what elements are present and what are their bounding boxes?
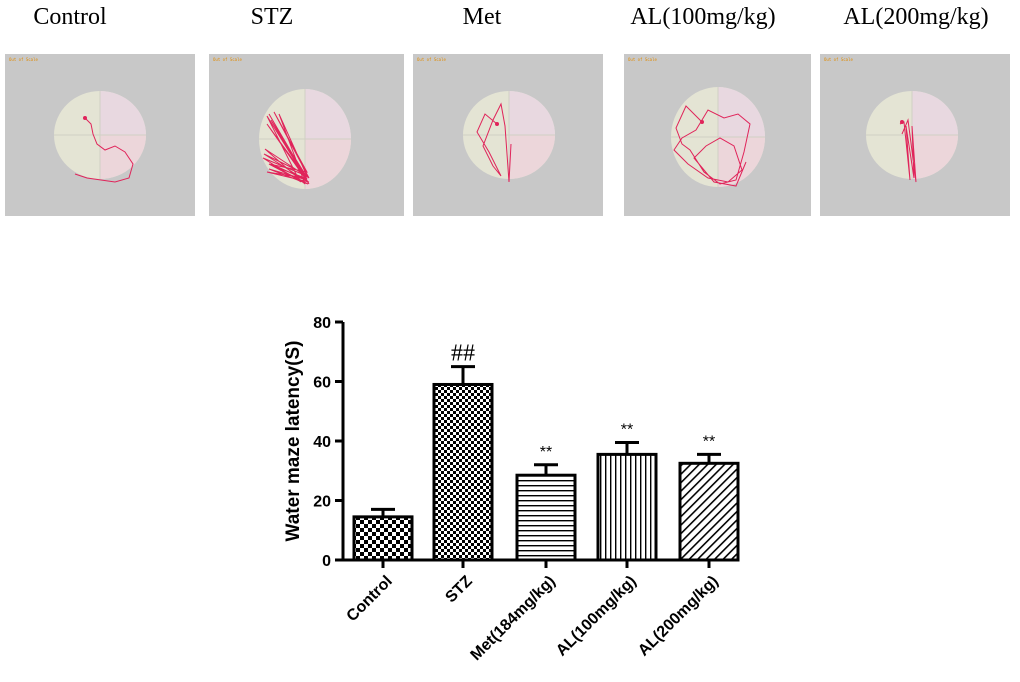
bar (432, 382, 494, 562)
panel-caption: Out of Scale (9, 57, 38, 62)
x-tick-label: AL(100mg/kg) (553, 573, 640, 660)
panel-label: STZ (250, 4, 294, 30)
track-image-stz: Out of Scale (209, 54, 404, 216)
panel-label: AL(200mg/kg) (843, 4, 989, 30)
significance-label: ## (451, 341, 475, 367)
panel-caption: Out of Scale (417, 57, 446, 62)
bar (352, 515, 414, 562)
x-tick-label: AL(200mg/kg) (635, 573, 722, 660)
y-tick-label: 40 (313, 434, 331, 451)
panel-caption: Out of Scale (628, 57, 657, 62)
x-tick-label: Control (344, 573, 396, 625)
bar (515, 473, 577, 562)
track-image-al100: Out of Scale (624, 54, 811, 216)
y-tick-label: 80 (313, 315, 331, 332)
y-tick-label: 60 (313, 375, 331, 392)
panel-label: Met (462, 4, 502, 30)
bar (678, 461, 740, 562)
panel-label: Control (33, 4, 107, 30)
bar (596, 452, 658, 562)
track-image-met: Out of Scale (413, 54, 603, 216)
panel-caption: Out of Scale (213, 57, 242, 62)
swim-path-al200 (866, 91, 958, 183)
track-image-control: Out of Scale (5, 54, 195, 216)
significance-label: ** (540, 444, 552, 461)
swim-path-al100 (671, 87, 765, 187)
swim-path-control (54, 91, 146, 183)
x-tick-label: STZ (442, 573, 476, 607)
y-tick-label: 20 (313, 494, 331, 511)
swim-path-met (463, 91, 555, 183)
panel-label: AL(100mg/kg) (630, 4, 776, 30)
panel-caption: Out of Scale (824, 57, 853, 62)
significance-label: ** (703, 433, 715, 450)
significance-label: ** (621, 421, 633, 438)
swim-path-stz (259, 89, 351, 189)
track-image-al200: Out of Scale (820, 54, 1010, 216)
y-tick-label: 0 (322, 553, 331, 570)
y-axis-label: Water maze latency(S) (283, 341, 304, 542)
x-tick-label: Met(184mg/kg) (468, 573, 559, 664)
